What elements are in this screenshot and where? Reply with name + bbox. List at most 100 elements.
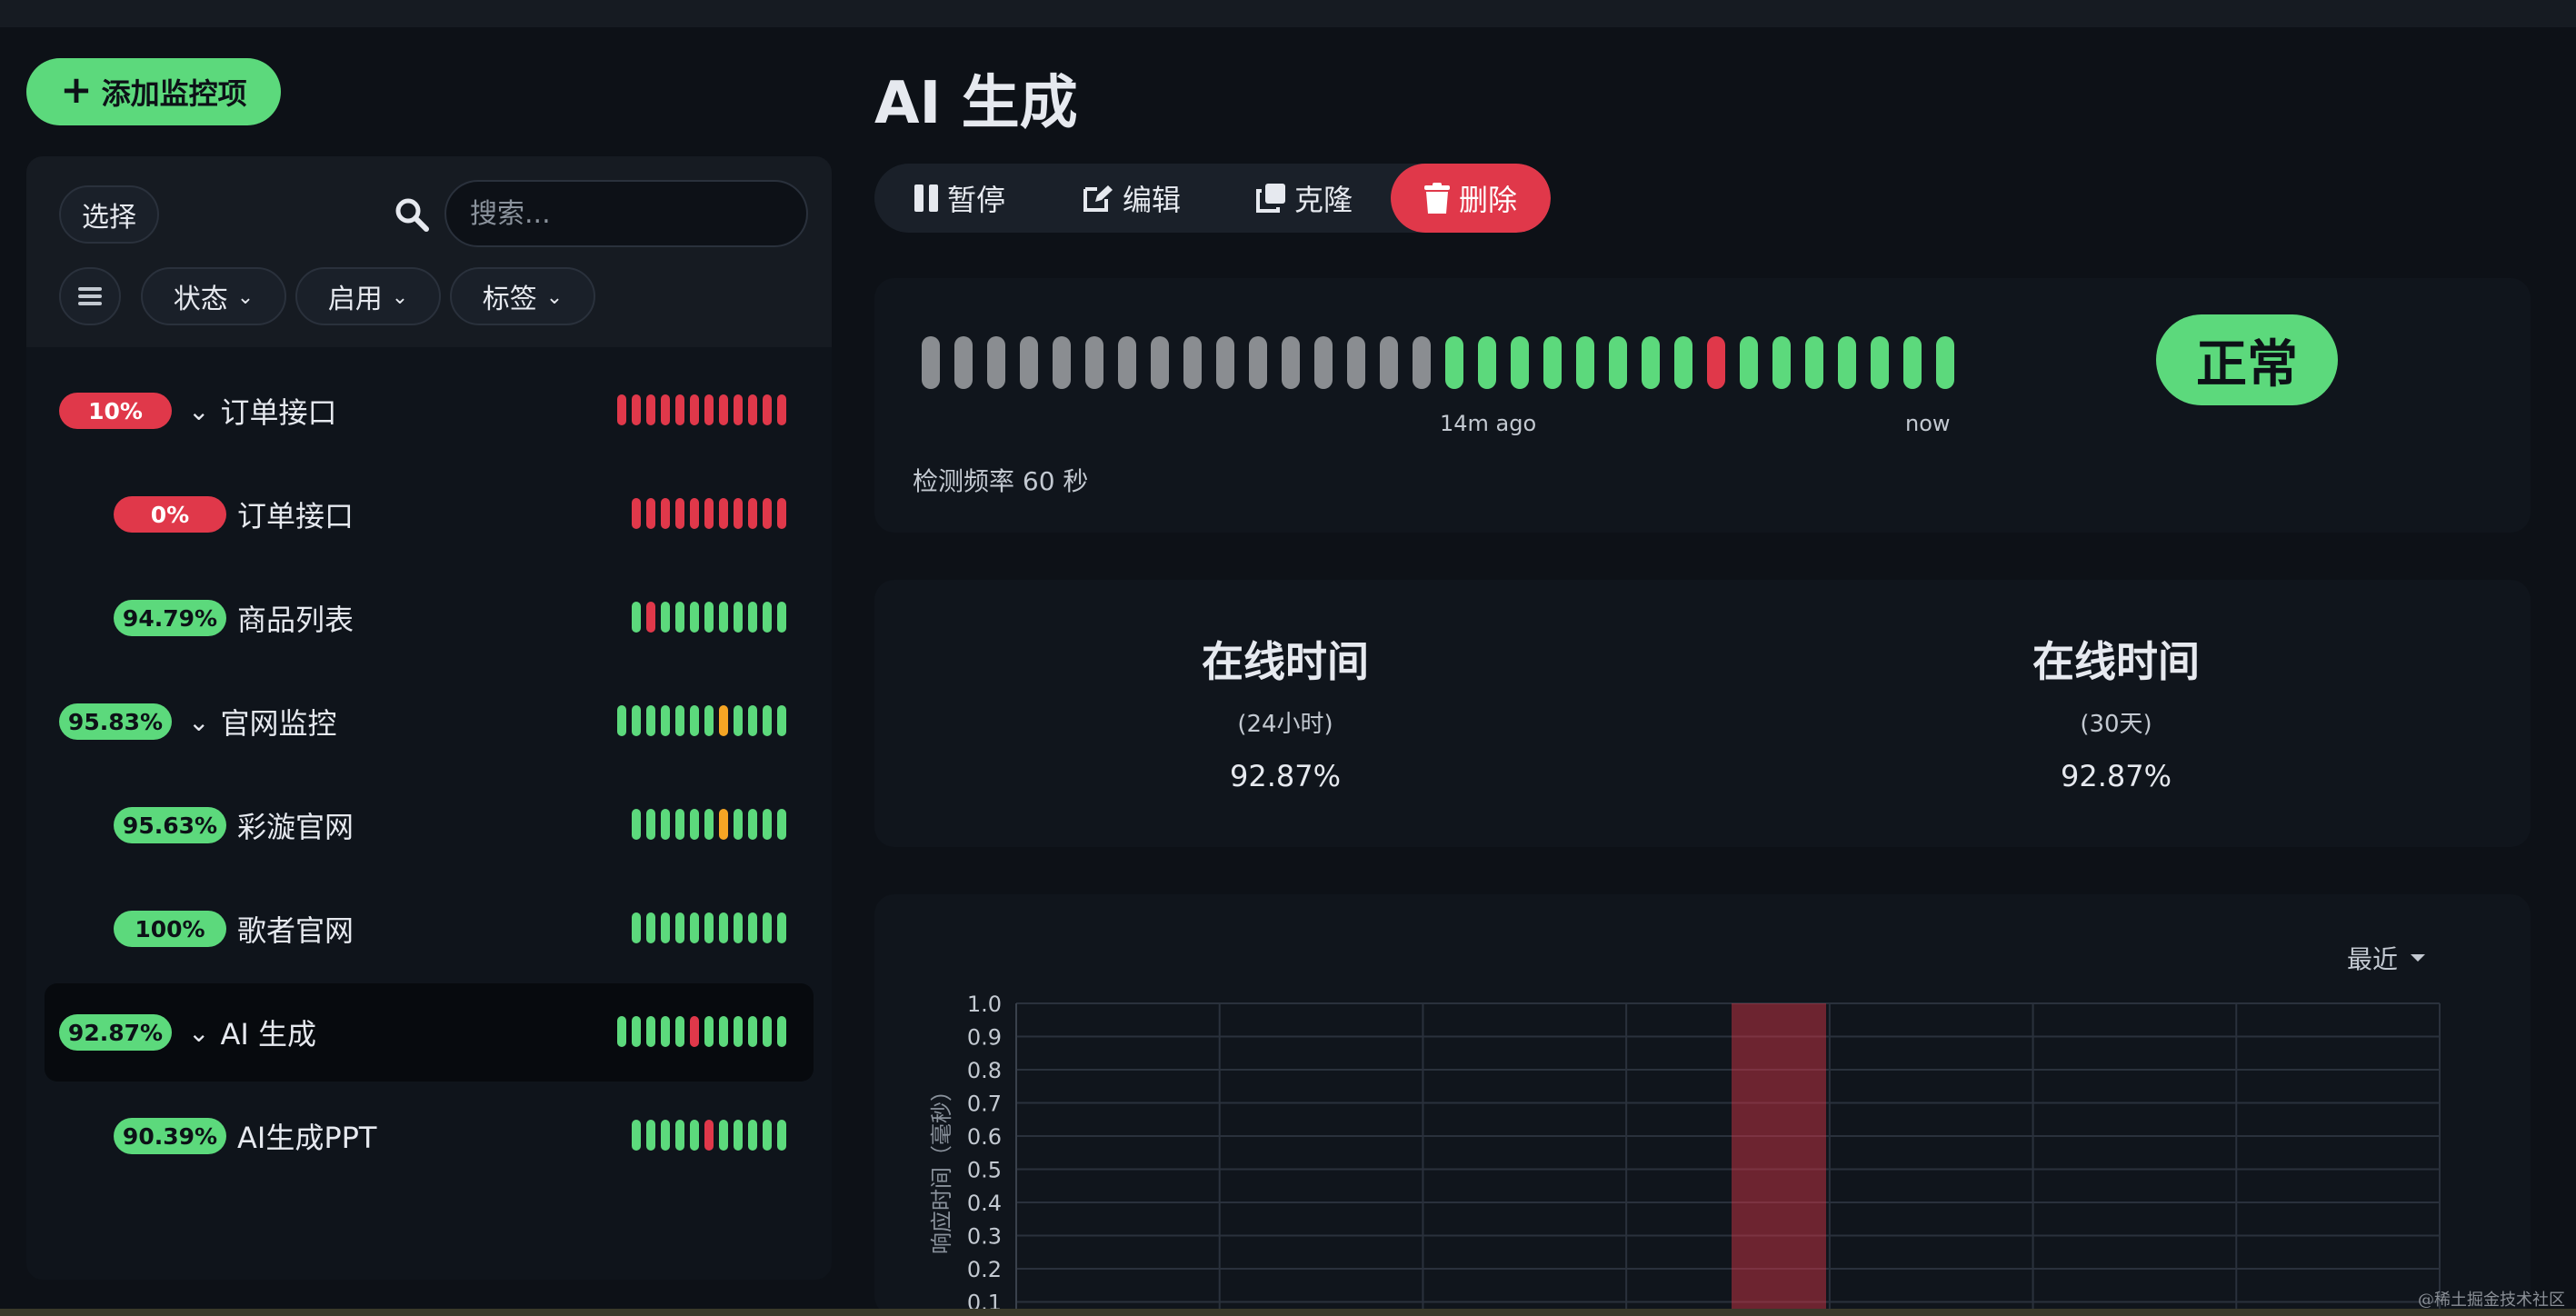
heartbeat-up <box>748 1120 757 1151</box>
heartbeat-down <box>748 394 757 425</box>
heartbeat-empty[interactable] <box>954 336 973 389</box>
heartbeat-down <box>719 394 728 425</box>
heartbeat-up <box>690 602 699 633</box>
heartbeat-empty[interactable] <box>1053 336 1071 389</box>
heartbeat-up[interactable] <box>1576 336 1594 389</box>
heartbeat-up[interactable] <box>1871 336 1889 389</box>
check-frequency: 检测频率 60 秒 <box>913 466 1089 496</box>
heartbeat-empty[interactable] <box>1085 336 1103 389</box>
status-filter-label: 状态 <box>173 284 228 315</box>
heartbeat-up <box>617 705 626 736</box>
heartbeat-down <box>734 498 743 529</box>
heartbeat-up[interactable] <box>1936 336 1954 389</box>
heartbeat-empty[interactable] <box>1183 336 1202 389</box>
heartbeat-empty[interactable] <box>1282 336 1300 389</box>
heartbeat-up[interactable] <box>1805 336 1823 389</box>
monitor-row[interactable]: 94.79% 商品列表 <box>45 569 814 667</box>
heartbeat-up[interactable] <box>1511 336 1529 389</box>
downtime-bar[interactable] <box>1732 1003 1826 1316</box>
beat-end-label: now <box>1905 411 1951 436</box>
heartbeat-up[interactable] <box>1674 336 1692 389</box>
filter-menu-button[interactable] <box>59 267 121 325</box>
heartbeat-empty[interactable] <box>987 336 1005 389</box>
heartbeat-down[interactable] <box>1707 336 1725 389</box>
heartbeat-empty[interactable] <box>1020 336 1038 389</box>
mini-heartbeat-bar <box>632 602 786 633</box>
status-filter[interactable]: 状态 ⌄ <box>141 267 286 325</box>
uptime-badge: 0% <box>114 496 226 533</box>
heartbeat-empty[interactable] <box>1347 336 1365 389</box>
monitor-row[interactable]: 95.63% 彩漩官网 <box>45 776 814 874</box>
heartbeat-down <box>690 1016 699 1047</box>
heartbeat-up <box>661 1016 670 1047</box>
heartbeat-empty[interactable] <box>1118 336 1136 389</box>
heartbeat-empty[interactable] <box>1380 336 1398 389</box>
add-monitor-label: 添加监控项 <box>101 76 247 111</box>
heartbeat-up[interactable] <box>1740 336 1758 389</box>
uptime-badge: 94.79% <box>114 600 226 636</box>
range-select[interactable]: 最近 <box>2347 940 2426 976</box>
heartbeat-up <box>704 705 714 736</box>
heartbeat-up <box>632 1120 641 1151</box>
heartbeat-empty[interactable] <box>1249 336 1267 389</box>
add-monitor-button[interactable]: + 添加监控项 <box>26 58 281 125</box>
y-tick-label: 0.5 <box>967 1158 1002 1183</box>
heartbeat-up[interactable] <box>1609 336 1627 389</box>
select-button[interactable]: 选择 <box>59 185 159 244</box>
monitor-row[interactable]: 100% 歌者官网 <box>45 880 814 978</box>
clone-button[interactable]: 克隆 <box>1218 164 1391 233</box>
monitor-row[interactable]: 90.39% AI生成PPT <box>45 1087 814 1185</box>
heartbeat-up <box>719 912 728 943</box>
chevron-down-icon: ⌄ <box>391 285 409 309</box>
heartbeat-down <box>646 394 655 425</box>
y-tick-label: 0.9 <box>967 1025 1002 1051</box>
monitor-row[interactable]: 92.87% ⌄ AI 生成 <box>45 983 814 1082</box>
enabled-filter[interactable]: 启用 ⌄ <box>295 267 441 325</box>
heartbeat-up[interactable] <box>1543 336 1562 389</box>
edit-icon <box>1083 185 1113 212</box>
heartbeat-empty[interactable] <box>1413 336 1431 389</box>
chevron-down-icon[interactable]: ⌄ <box>188 706 210 737</box>
tags-filter[interactable]: 标签 ⌄ <box>450 267 595 325</box>
tags-filter-label: 标签 <box>482 284 537 315</box>
monitor-name: 官网监控 <box>220 706 337 741</box>
chevron-down-icon[interactable]: ⌄ <box>188 395 210 426</box>
heartbeat-down <box>734 394 743 425</box>
heartbeat-down <box>748 498 757 529</box>
heartbeat-up[interactable] <box>1772 336 1791 389</box>
heartbeat-up[interactable] <box>1642 336 1660 389</box>
monitor-row[interactable]: 0% 订单接口 <box>45 465 814 563</box>
bottom-edge <box>0 1309 2576 1316</box>
edit-button[interactable]: 编辑 <box>1045 164 1218 233</box>
heartbeat-empty[interactable] <box>1216 336 1234 389</box>
heartbeat-empty[interactable] <box>1314 336 1333 389</box>
heartbeat-empty[interactable] <box>922 336 940 389</box>
top-bar <box>0 0 2576 27</box>
heartbeat-empty[interactable] <box>1151 336 1169 389</box>
heartbeat-up[interactable] <box>1838 336 1856 389</box>
chevron-down-icon[interactable]: ⌄ <box>188 1017 210 1048</box>
heartbeat-up <box>646 809 655 840</box>
delete-button[interactable]: 删除 <box>1391 164 1551 233</box>
heartbeat-down <box>646 498 655 529</box>
heartbeat-up <box>748 602 757 633</box>
heartbeat-up[interactable] <box>1445 336 1463 389</box>
pause-button[interactable]: 暂停 <box>874 164 1045 233</box>
y-tick-label: 0.2 <box>967 1257 1002 1282</box>
heartbeat-up[interactable] <box>1478 336 1496 389</box>
y-tick-label: 1.0 <box>967 992 1002 1017</box>
heartbeat-up <box>675 1120 684 1151</box>
search-input[interactable] <box>444 180 808 247</box>
heartbeat-up <box>748 1016 757 1047</box>
response-time-card: 1.0 0.9 0.8 0.7 0.6 0.5 0.4 0.3 0.2 0.1 响应时间（毫秒） 最… <box>874 894 2531 1316</box>
plus-icon: + <box>60 67 93 112</box>
heartbeat-up[interactable] <box>1903 336 1922 389</box>
heartbeat-up <box>734 705 743 736</box>
monitor-row[interactable]: 10% ⌄ 订单接口 <box>45 362 814 460</box>
heartbeat-up <box>777 1120 786 1151</box>
heartbeat-up <box>719 602 728 633</box>
enabled-filter-label: 启用 <box>327 284 383 315</box>
heartbeat-up <box>661 705 670 736</box>
y-axis-label: 响应时间（毫秒） <box>929 1080 954 1254</box>
monitor-row[interactable]: 95.83% ⌄ 官网监控 <box>45 673 814 771</box>
